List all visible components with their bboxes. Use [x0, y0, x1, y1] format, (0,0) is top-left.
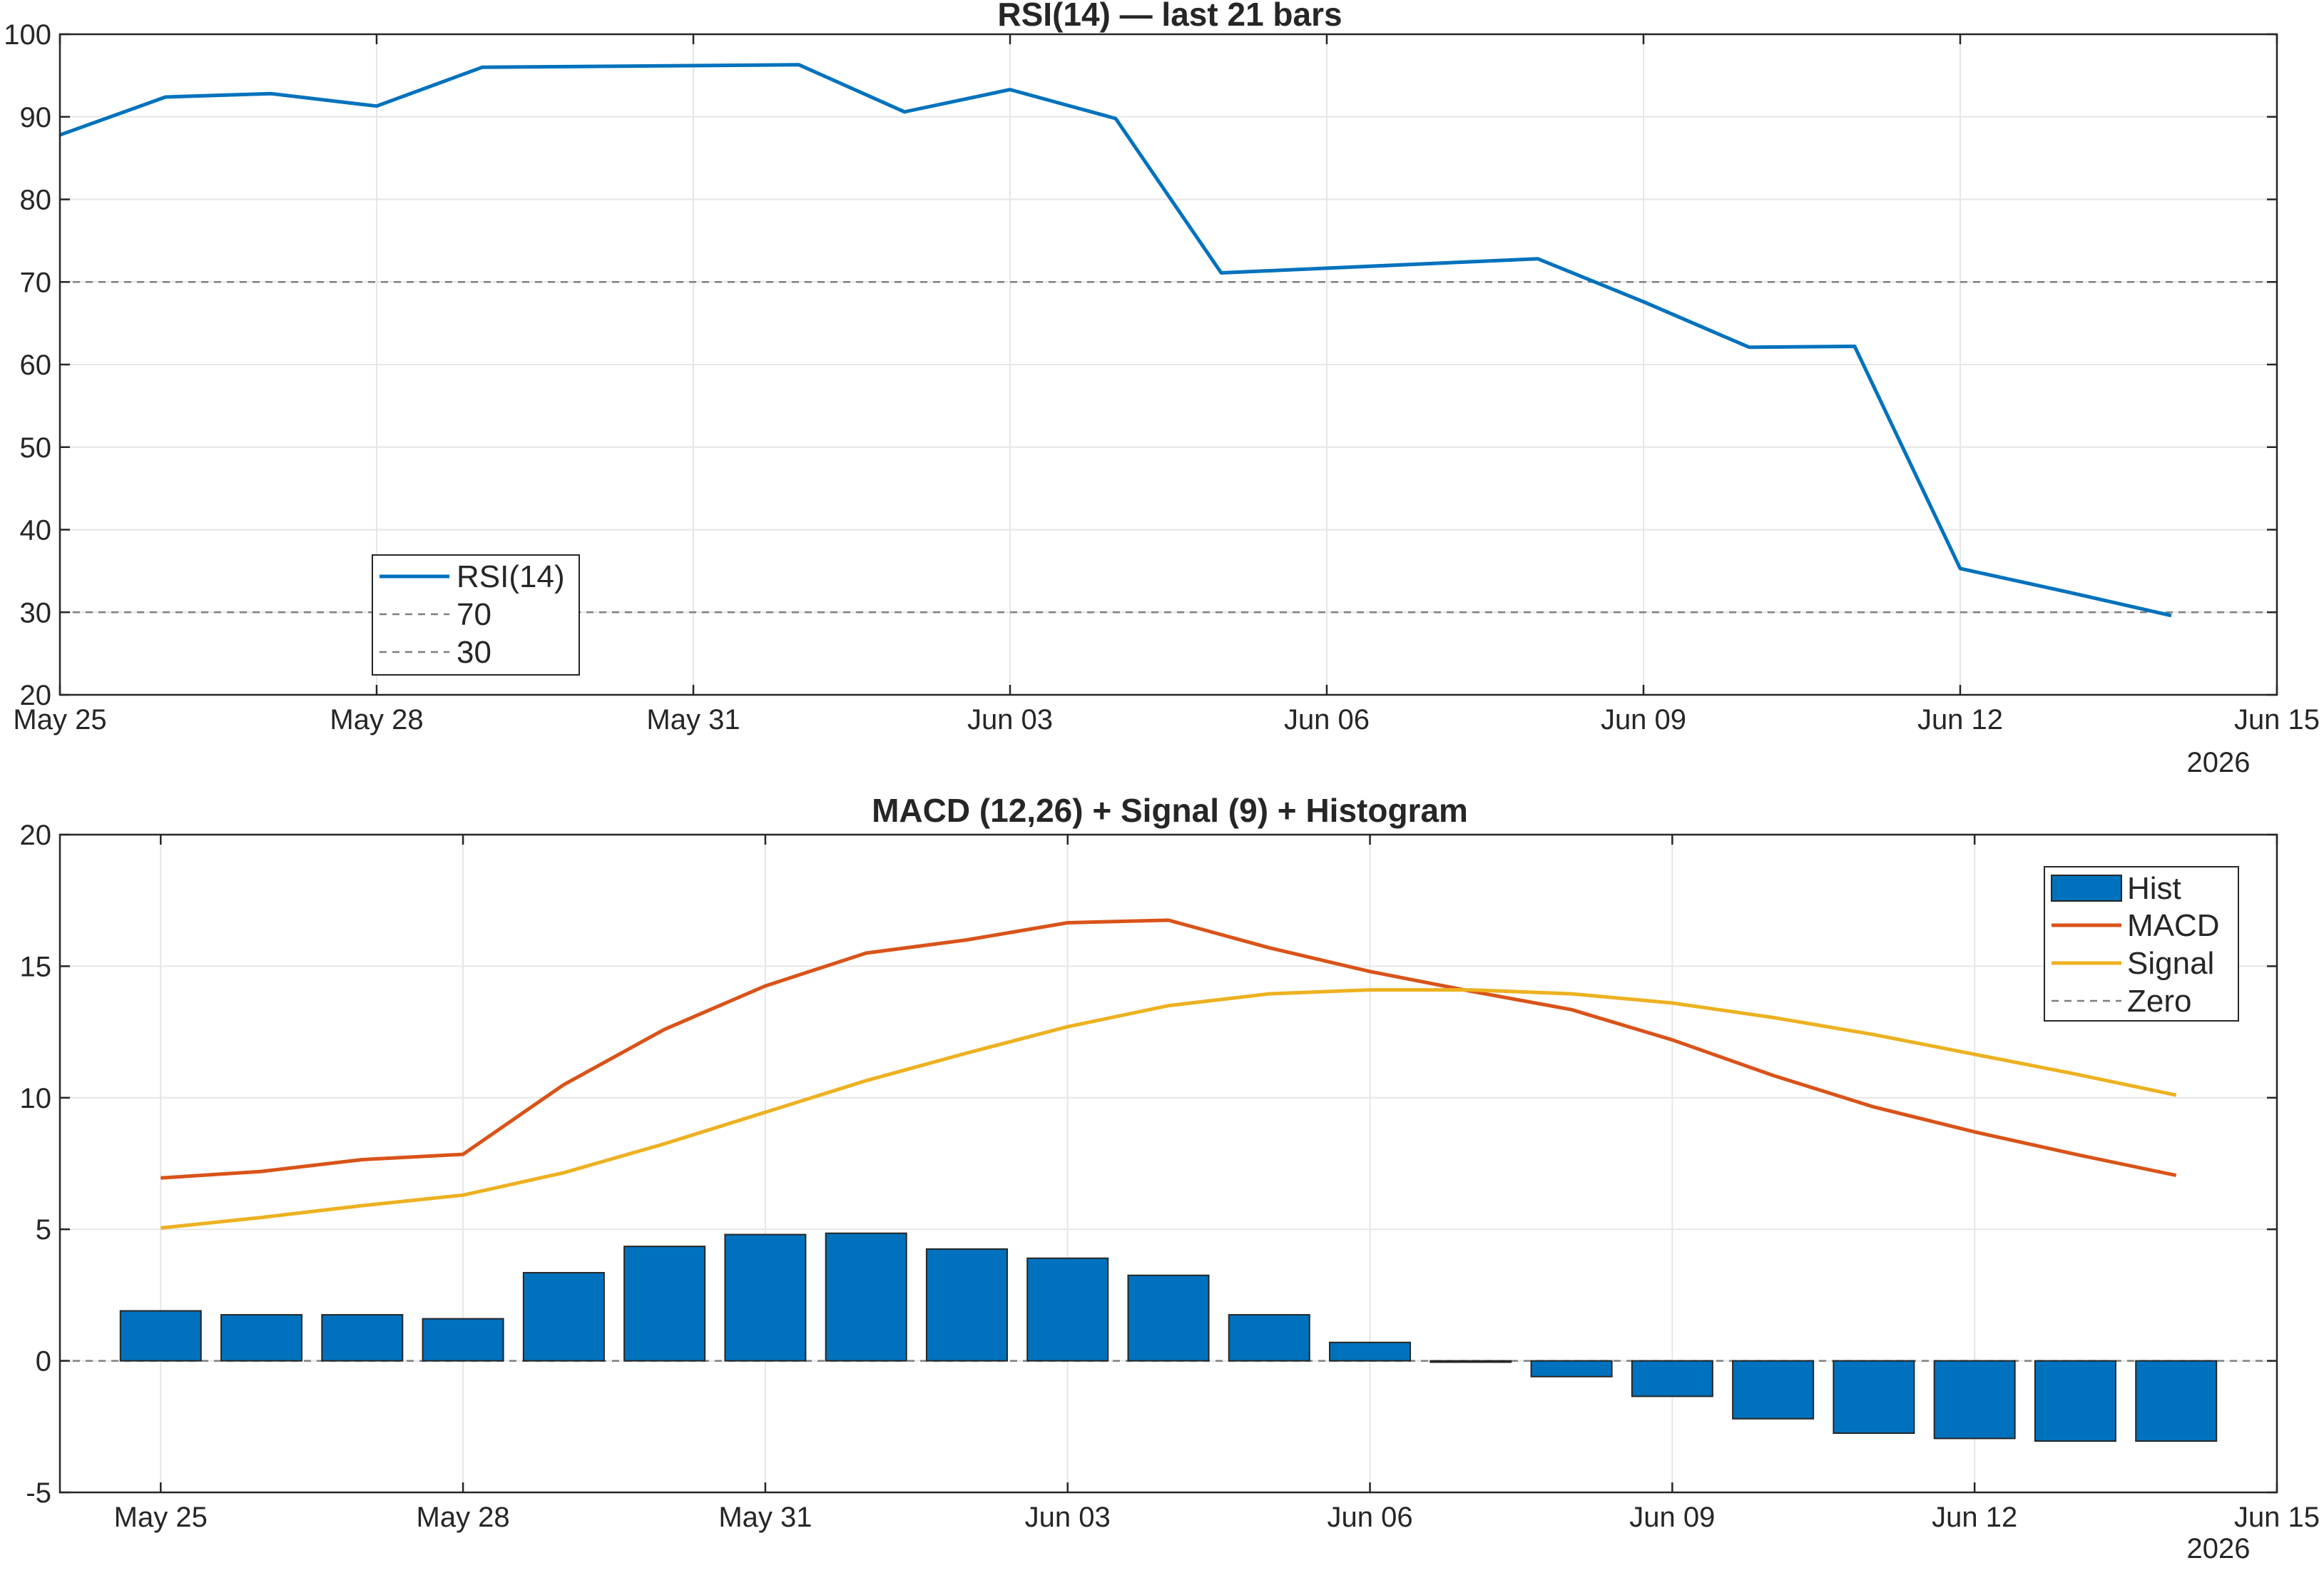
macd-x-year-label: 2026 [2187, 1533, 2251, 1564]
rsi-xtick-label: Jun 06 [1284, 704, 1370, 735]
macd-xtick-label: Jun 12 [1932, 1502, 2017, 1533]
legend-label-70: 70 [457, 597, 491, 632]
histogram-bar [2035, 1361, 2116, 1441]
histogram-bar [1430, 1361, 1511, 1363]
legend-label-zero: Zero [2127, 984, 2191, 1019]
histogram-bar [1229, 1315, 1310, 1361]
macd-xtick-label: May 25 [114, 1502, 208, 1533]
legend-label-signal: Signal [2127, 946, 2214, 981]
macd-ytick-label: -5 [26, 1477, 51, 1509]
rsi-xtick-label: Jun 09 [1601, 704, 1686, 735]
macd-ytick-label: 5 [36, 1214, 51, 1246]
rsi-x-year-label: 2026 [2187, 747, 2251, 778]
rsi-legend: RSI(14) 70 30 [372, 555, 579, 675]
macd-xtick-label: May 28 [417, 1502, 510, 1533]
macd-xtick-label: Jun 09 [1629, 1502, 1715, 1533]
histogram-bar [1027, 1258, 1108, 1361]
rsi-title: RSI(14) — last 21 bars [997, 0, 1342, 33]
histogram-bar [1833, 1361, 1914, 1433]
histogram-bar [322, 1315, 402, 1361]
histogram-bar [2136, 1361, 2216, 1441]
macd-xtick-label: Jun 03 [1025, 1502, 1111, 1533]
rsi-xtick-label: May 28 [330, 704, 423, 735]
histogram-bar [1330, 1343, 1410, 1361]
histogram-bar [524, 1273, 604, 1361]
rsi-xtick-label: Jun 15 [2234, 704, 2320, 735]
rsi-ytick-label: 70 [20, 267, 52, 298]
rsi-xtick-label: May 25 [13, 704, 106, 735]
macd-title: MACD (12,26) + Signal (9) + Histogram [872, 792, 1468, 829]
rsi-ytick-label: 60 [20, 350, 52, 381]
macd-ytick-label: 10 [20, 1083, 52, 1114]
rsi-ytick-label: 30 [20, 597, 52, 628]
histogram-bar [624, 1246, 705, 1360]
rsi-xtick-label: Jun 03 [967, 704, 1053, 735]
macd-panel: MACD (12,26) + Signal (9) + Histogram -5… [20, 792, 2320, 1564]
legend-swatch-hist [2052, 875, 2121, 901]
rsi-xtick-label: Jun 12 [1917, 704, 2003, 735]
rsi-ytick-label: 90 [20, 102, 52, 133]
histogram-bar [1935, 1361, 2015, 1439]
histogram-bar [1532, 1361, 1612, 1377]
legend-label-30: 30 [457, 635, 491, 670]
rsi-ytick-label: 40 [20, 515, 52, 546]
histogram-bar [121, 1311, 201, 1361]
rsi-panel: RSI(14) — last 21 bars 20304050607080901… [4, 0, 2320, 778]
macd-ytick-label: 0 [36, 1346, 51, 1378]
histogram-bar [1128, 1276, 1208, 1361]
legend-label-macd: MACD [2127, 908, 2220, 943]
macd-ytick-label: 20 [20, 820, 52, 851]
histogram-bar [927, 1249, 1007, 1361]
rsi-ytick-label: 80 [20, 185, 52, 216]
histogram-bar [826, 1233, 907, 1361]
histogram-bar [1632, 1361, 1713, 1397]
rsi-ytick-label: 50 [20, 432, 52, 464]
macd-xtick-label: May 31 [718, 1502, 812, 1533]
legend-label-hist: Hist [2127, 871, 2181, 906]
legend-label-rsi: RSI(14) [457, 559, 565, 594]
rsi-xtick-label: May 31 [646, 704, 740, 735]
macd-ytick-label: 15 [20, 951, 52, 982]
histogram-bar [1733, 1361, 1813, 1419]
histogram-bar [221, 1315, 302, 1361]
macd-xtick-label: Jun 06 [1327, 1502, 1412, 1533]
macd-legend: Hist MACD Signal Zero [2044, 867, 2238, 1021]
histogram-bar [725, 1235, 805, 1361]
histogram-bar [423, 1319, 504, 1361]
macd-xtick-label: Jun 15 [2234, 1502, 2320, 1533]
rsi-ytick-label: 100 [4, 19, 51, 51]
